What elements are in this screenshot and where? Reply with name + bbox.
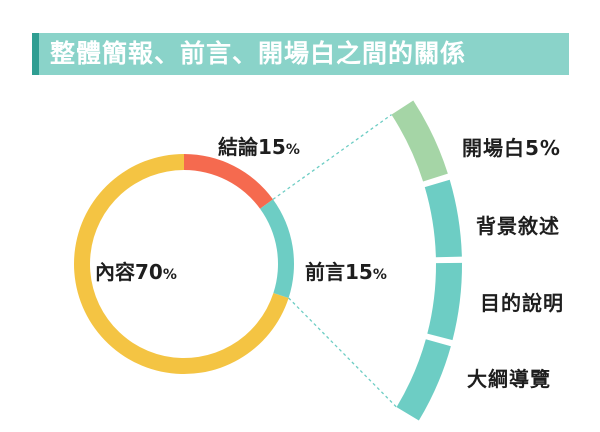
label-content-name: 內容 [95, 260, 135, 284]
breakdown-segment-opening [391, 100, 448, 182]
connector-line-bottom [288, 297, 398, 408]
breakdown-segment-background [424, 179, 462, 258]
donut-chart [73, 153, 294, 374]
intro-breakdown-arc [391, 100, 463, 421]
breakdown-label-background: 背景敘述 [476, 214, 560, 238]
breakdown-segment-purpose [427, 262, 463, 341]
label-content-unit: % [162, 267, 177, 283]
label-intro-name: 前言 [305, 260, 345, 284]
connector-line-top [272, 114, 392, 200]
label-conclusion-name: 結論 [218, 135, 258, 159]
breakdown-label-outline: 大綱導覽 [467, 367, 551, 391]
label-intro-unit: % [372, 267, 387, 283]
label-content: 內容70% [95, 256, 177, 285]
breakdown-label-purpose: 目的說明 [480, 291, 564, 315]
breakdown-segment-outline [396, 339, 451, 421]
title-accent-bar [32, 33, 39, 75]
label-intro-value: 15 [345, 260, 373, 284]
label-intro: 前言15% [305, 256, 387, 285]
page-title: 整體簡報、前言、開場白之間的關係 [50, 39, 467, 68]
label-conclusion-unit: % [285, 142, 300, 158]
title-banner: 整體簡報、前言、開場白之間的關係 [32, 33, 569, 75]
donut-slice-conclusion [184, 154, 273, 209]
label-conclusion-value: 15 [258, 135, 286, 159]
donut-slice-intro [260, 199, 294, 298]
label-content-value: 70 [135, 260, 163, 284]
label-conclusion: 結論15% [218, 131, 300, 160]
breakdown-label-opening: 開場白5% [462, 136, 561, 160]
